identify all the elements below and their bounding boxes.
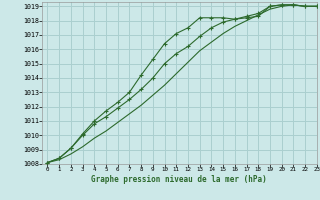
X-axis label: Graphe pression niveau de la mer (hPa): Graphe pression niveau de la mer (hPa) [91,175,267,184]
